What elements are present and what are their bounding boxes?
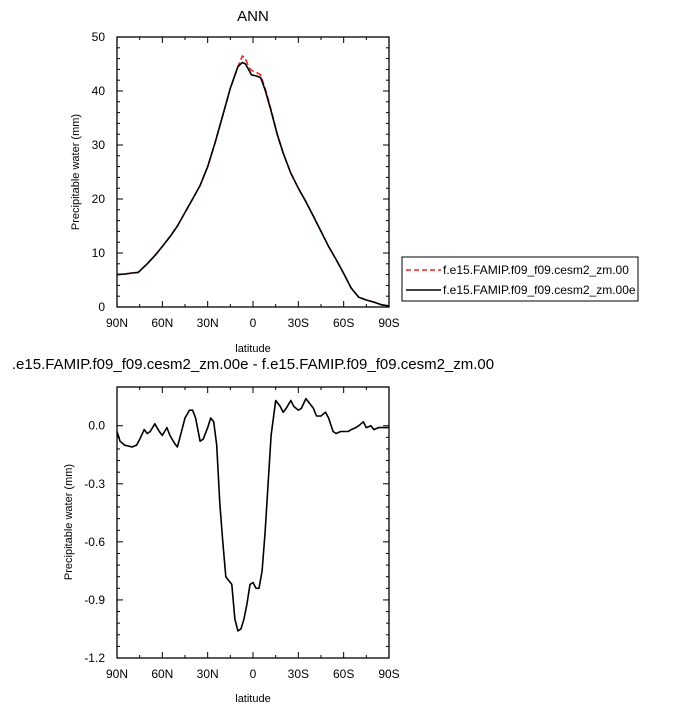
legend-box [401,256,639,302]
xtick-label-0-4: 30S [288,316,309,330]
ytick-label-1-4: -1.2 [84,651,105,665]
series-line-0-1 [116,61,390,307]
legend: f.e15.FAMIP.f09_f09.cesm2_zm.00 f.e15.FA… [401,256,639,302]
ytick-label-0-4: 40 [92,84,106,98]
series-line-1-0 [116,397,389,632]
ytick-label-0-5: 50 [92,30,106,44]
top-plot-area: 90N 60N 30N 0 30S 60S 90S 0 10 20 30 40 50 [92,30,400,330]
bottom-yaxis-label: Precipitable water (mm) [63,464,75,580]
xtick-label-0-3: 0 [250,316,257,330]
xtick-label-1-4: 30S [288,667,309,681]
top-xaxis-label: latitude [235,343,270,355]
top-yaxis-label: Precipitable water (mm) [70,114,82,230]
xtick-label-1-1: 60N [151,667,173,681]
bottom-chart: .e15.FAMIP.f09_f09.cesm2_zm.00e - f.e15.… [12,356,494,705]
ytick-label-1-1: -0.3 [84,477,105,491]
ytick-label-1-2: -0.6 [84,535,105,549]
xtick-label-0-5: 60S [333,316,354,330]
top-chart-title: ANN [237,8,269,25]
xtick-label-1-2: 30N [197,667,219,681]
top-plot-frame [116,36,390,308]
bottom-plot-area: 90N 60N 30N 0 30S 60S 90S 0.0 -0.3 -0.6 -0.9 -1.2 [84,387,400,681]
xtick-label-1-3: 0 [250,667,257,681]
xtick-label-0-6: 90S [378,316,399,330]
ytick-label-0-1: 10 [92,246,106,260]
xtick-label-0-0: 90N [106,316,128,330]
bottom-xaxis-label: latitude [235,693,270,705]
legend-label-series-1: f.e15.FAMIP.f09_f09.cesm2_zm.00 [443,263,629,277]
bottom-chart-title: .e15.FAMIP.f09_f09.cesm2_zm.00e - f.e15.… [12,356,494,373]
xtick-label-0-2: 30N [197,316,219,330]
ytick-label-1-3: -0.9 [84,593,105,607]
series-line-0-0 [116,55,390,307]
xtick-label-1-6: 90S [378,667,399,681]
ytick-label-0-2: 20 [92,192,106,206]
xtick-label-1-5: 60S [333,667,354,681]
ytick-label-0-0: 0 [98,300,105,314]
bottom-plot-frame [116,386,390,659]
xtick-label-1-0: 90N [106,667,128,681]
xtick-label-0-1: 60N [151,316,173,330]
legend-label-series-2: f.e15.FAMIP.f09_f09.cesm2_zm.00e [443,283,636,297]
ytick-label-0-3: 30 [92,138,106,152]
top-chart: ANN 90N 60N 30N 0 30S 60S 90S 0 10 20 30 40 50 latit… [70,8,400,355]
ytick-label-1-0: 0.0 [88,419,105,433]
